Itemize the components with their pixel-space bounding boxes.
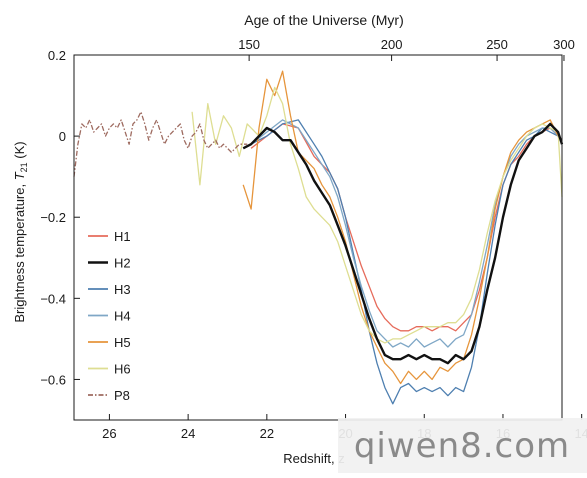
series-line-p8	[73, 111, 248, 177]
top-tick-label: 150	[238, 37, 260, 52]
legend-label-h5: H5	[114, 335, 131, 350]
top-tick-label: 250	[486, 37, 508, 52]
y-tick-label: −0.6	[40, 372, 66, 387]
watermark: qiwen8.com	[338, 418, 587, 473]
series-line-h4	[250, 119, 559, 348]
series-line-h6	[191, 86, 563, 344]
plot-frame	[73, 54, 563, 421]
y-tick-label: −0.4	[40, 291, 66, 306]
y-tick-label: 0.2	[48, 48, 66, 63]
legend-label-h3: H3	[114, 282, 131, 297]
x-tick-label: 26	[102, 426, 116, 441]
legend-label-p8: P8	[114, 388, 130, 403]
top-tick-label: 300	[553, 37, 575, 52]
legend-label-h6: H6	[114, 362, 131, 377]
y-axis-ticks: 0.2 0 −0.2 −0.4 −0.6	[40, 48, 80, 387]
y-axis-title: Brightness temperature, T21 (K)	[12, 141, 29, 322]
x-tick-label: 22	[260, 426, 274, 441]
legend-label-h2: H2	[114, 256, 131, 271]
x-axis-title: Redshift, z	[283, 451, 344, 466]
top-tick-label: 200	[381, 37, 403, 52]
series-line-h5	[242, 70, 559, 385]
legend: H1 H2 H3 H4 H5 H6 P8	[88, 229, 131, 403]
series-layer	[73, 70, 564, 405]
top-axis-title: Age of the Universe (Myr)	[244, 12, 404, 28]
legend-label-h1: H1	[114, 229, 131, 244]
plot-area-border	[73, 54, 563, 421]
watermark-background	[338, 418, 587, 473]
top-axis-ticks: 150 200 250 300	[238, 37, 575, 61]
legend-label-h4: H4	[114, 309, 131, 324]
watermark-text: qiwen8.com	[354, 426, 570, 466]
y-tick-label: −0.2	[40, 210, 66, 225]
x-tick-label: 24	[181, 426, 195, 441]
y-tick-label: 0	[59, 129, 66, 144]
series-line-h2	[242, 122, 564, 365]
series-line-h3	[250, 119, 559, 405]
